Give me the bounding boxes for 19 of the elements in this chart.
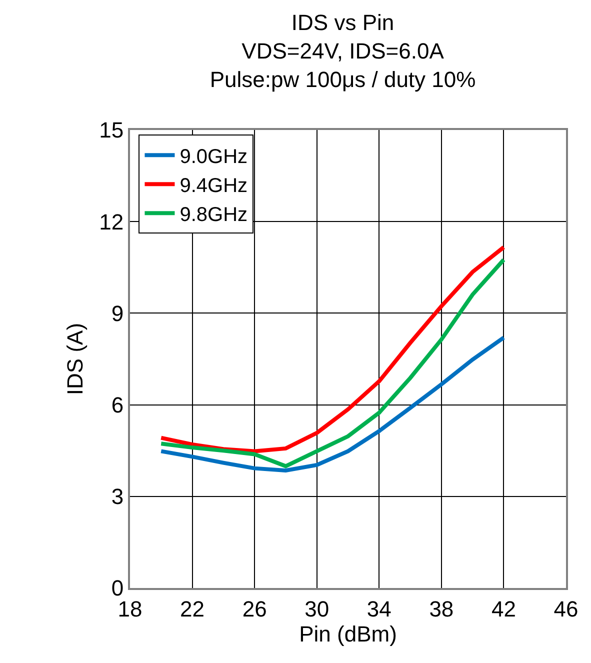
legend-label: 9.8GHz <box>180 204 248 226</box>
x-tick-label: 26 <box>242 596 267 622</box>
x-tick-label: 42 <box>491 596 516 622</box>
x-tick-label: 22 <box>180 596 205 622</box>
y-tick-label: 15 <box>99 118 124 143</box>
x-tick-label: 46 <box>554 596 578 622</box>
chart-title: IDS vs Pin VDS=24V, IDS=6.0A Pulse:pw 100μs / duty 10% <box>210 10 476 92</box>
line-series <box>159 336 506 472</box>
legend-label: 9.4GHz <box>180 174 248 197</box>
x-tick-label: 38 <box>429 596 454 622</box>
legend-label: 9.0GHz <box>180 146 248 168</box>
y-tick-label: 3 <box>111 484 124 510</box>
x-tick-label: 30 <box>304 596 330 622</box>
y-tick-label: 9 <box>111 300 124 326</box>
y-axis-title: IDS (A) <box>62 322 88 396</box>
x-axis-title: Pin (dBm) <box>299 621 397 646</box>
y-tick-label: 12 <box>99 209 124 234</box>
x-tick-label: 34 <box>366 596 392 622</box>
y-tick-label: 6 <box>111 392 124 418</box>
